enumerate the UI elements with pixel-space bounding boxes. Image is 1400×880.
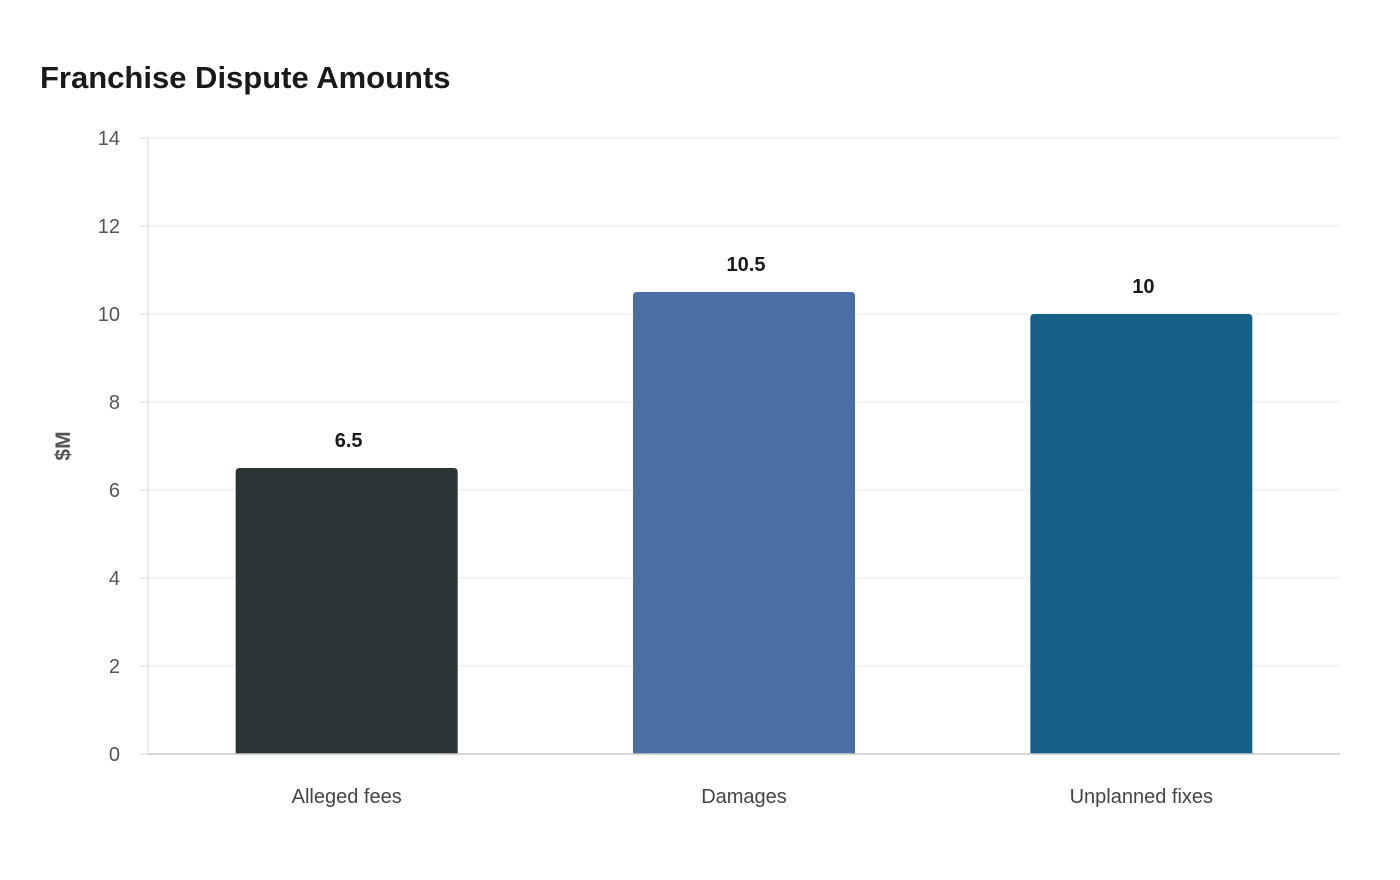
y-tick-label: 12: [98, 216, 120, 238]
x-tick-label: Damages: [701, 786, 787, 808]
y-axis-label: $M: [52, 431, 75, 460]
bars: 6.5 10.5 10: [235, 254, 1253, 754]
x-tick-label: Alleged fees: [292, 786, 402, 808]
y-tick-label: 10: [98, 304, 120, 326]
y-tick-label: 14: [98, 128, 120, 150]
y-axis-ticks: 0 2 4 6 8 10 12 14: [98, 128, 148, 766]
y-tick-label: 4: [109, 568, 120, 590]
x-axis-ticks: Alleged fees Damages Unplanned fixes: [292, 786, 1213, 808]
data-label: 6.5: [335, 430, 363, 452]
bar: [633, 292, 855, 754]
y-tick-label: 2: [109, 656, 120, 678]
y-tick-label: 8: [109, 392, 120, 414]
bar: [235, 468, 458, 754]
data-label: 10.5: [727, 254, 766, 276]
bar: [1030, 314, 1253, 754]
x-tick-label: Unplanned fixes: [1070, 786, 1213, 808]
y-tick-label: 0: [109, 744, 120, 766]
data-label: 10: [1132, 276, 1154, 298]
y-tick-label: 6: [109, 480, 120, 502]
chart-title: Franchise Dispute Amounts: [40, 60, 451, 95]
